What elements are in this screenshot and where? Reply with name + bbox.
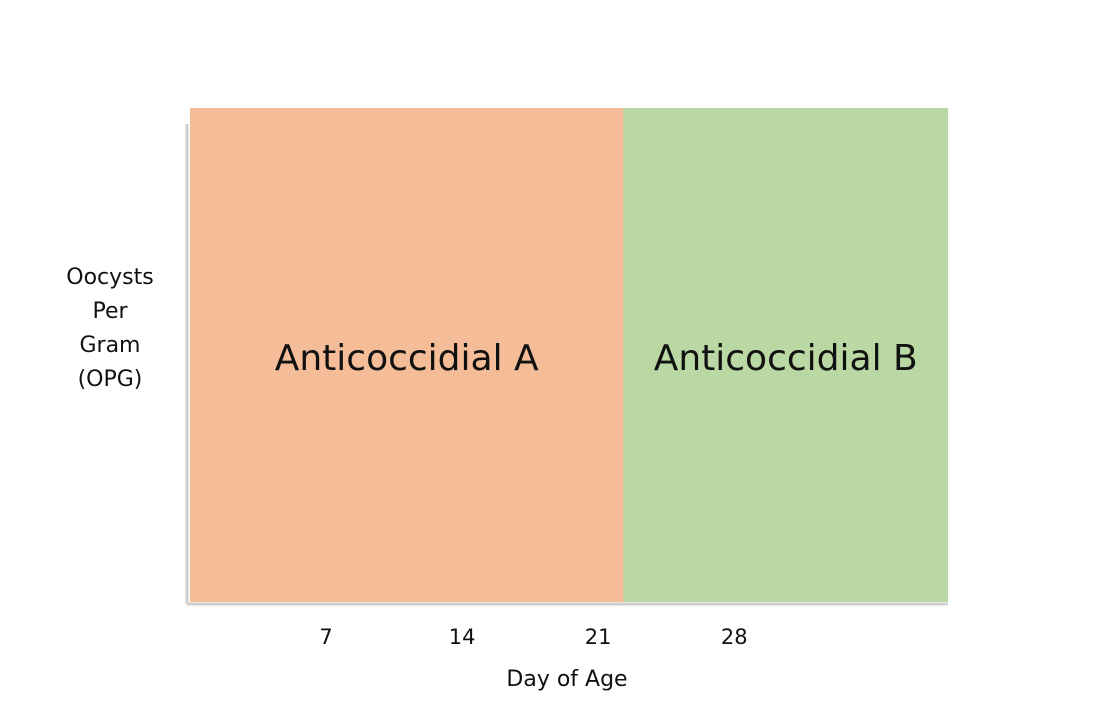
region-label-a: Anticoccidial A [275,338,539,379]
region-b [623,108,948,602]
x-tick-label: 21 [585,625,612,649]
y-axis-title-line: Per [92,299,128,324]
y-axis-title-line: Oocysts [66,265,153,290]
y-axis-title-line: (OPG) [78,367,143,392]
x-tick-labels: 7 14 21 28 [319,625,747,649]
region-label-b: Anticoccidial B [654,338,918,379]
x-tick-label: 28 [721,625,748,649]
region-a [190,108,624,602]
y-axis-title: Oocysts Per Gram (OPG) [66,265,153,392]
x-tick-label: 7 [319,625,332,649]
y-axis-title-line: Gram [79,333,140,358]
regions: Anticoccidial A Anticoccidial B [190,108,948,602]
x-axis-title: Day of Age [506,667,627,692]
x-tick-label: 14 [449,625,476,649]
